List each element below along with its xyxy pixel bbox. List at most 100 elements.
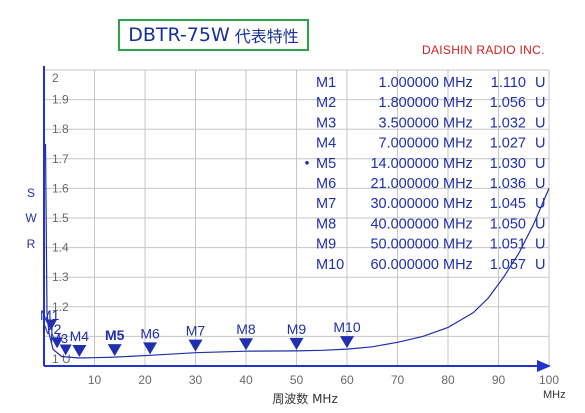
chart-title-subtitle: 代表特性 bbox=[234, 27, 299, 46]
marker-label-m10: M10 bbox=[333, 319, 360, 335]
marker-table-freq: 3.500000 bbox=[379, 115, 439, 131]
marker-label-m2: M2 bbox=[42, 321, 62, 337]
marker-table-freq: 40.000000 bbox=[370, 216, 439, 232]
marker-label-m9: M9 bbox=[287, 321, 307, 337]
marker-table-name: M4 bbox=[316, 136, 336, 152]
marker-table-unit: MHz bbox=[443, 95, 473, 111]
marker-table-freq: 21.000000 bbox=[370, 176, 439, 192]
marker-table-unit: MHz bbox=[443, 237, 473, 253]
marker-table-swr_unit: U bbox=[535, 95, 545, 111]
chart-title-box: DBTR-75W 代表特性 bbox=[118, 19, 309, 51]
marker-table-unit: MHz bbox=[443, 115, 473, 131]
company-name: DAISHIN RADIO INC. bbox=[422, 43, 545, 57]
marker-table-unit: MHz bbox=[443, 136, 473, 152]
marker-table-swr_unit: U bbox=[535, 196, 545, 212]
marker-table-unit: MHz bbox=[443, 156, 473, 172]
marker-table-unit: MHz bbox=[443, 216, 473, 232]
marker-table-swr: 1.110 bbox=[491, 75, 526, 91]
y-tick-label: 1.3 bbox=[52, 270, 69, 284]
marker-table-unit: MHz bbox=[443, 176, 473, 192]
x-tick-label: 60 bbox=[340, 373, 354, 387]
marker-table-swr: 1.036 bbox=[490, 176, 526, 192]
y-axis-label-w: W bbox=[25, 211, 37, 225]
marker-triangle-m1 bbox=[45, 319, 58, 331]
marker-label-m7: M7 bbox=[186, 323, 206, 339]
y-tick-label: 1.5 bbox=[52, 211, 69, 225]
marker-table-unit: MHz bbox=[443, 75, 473, 91]
marker-table-freq: 50.000000 bbox=[370, 237, 439, 253]
marker-table-swr: 1.056 bbox=[490, 95, 526, 111]
marker-table-swr: 1.030 bbox=[490, 156, 526, 172]
marker-table-name: M6 bbox=[316, 176, 336, 192]
marker-triangle-m4 bbox=[72, 345, 87, 358]
y-tick-label-bottom: 1 U bbox=[52, 352, 71, 366]
x-axis-unit-label: MHz bbox=[543, 389, 566, 401]
marker-table-freq: 7.000000 bbox=[379, 136, 439, 152]
marker-table-name: M10 bbox=[316, 257, 344, 273]
y-tick-label: 1.2 bbox=[52, 300, 69, 314]
marker-label-m6: M6 bbox=[140, 325, 160, 341]
marker-table-name: M2 bbox=[316, 95, 336, 111]
x-tick-label: 80 bbox=[441, 373, 455, 387]
x-tick-label: 20 bbox=[138, 373, 152, 387]
x-tick-label: 40 bbox=[239, 373, 253, 387]
marker-label-m4: M4 bbox=[70, 328, 90, 344]
marker-table-swr: 1.032 bbox=[490, 115, 526, 131]
marker-table-freq: 1.800000 bbox=[379, 95, 439, 111]
marker-table-name: M1 bbox=[316, 75, 336, 91]
marker-table-name: M5 bbox=[316, 156, 336, 172]
x-tick-label: 50 bbox=[290, 373, 304, 387]
marker-table-freq: 30.000000 bbox=[370, 196, 439, 212]
x-axis-arrow bbox=[537, 360, 551, 372]
x-tick-label: 90 bbox=[492, 373, 506, 387]
marker-table-swr: 1.050 bbox=[490, 216, 526, 232]
marker-label-m8: M8 bbox=[236, 321, 256, 337]
marker-triangle-m8 bbox=[239, 338, 253, 351]
marker-table-name: M3 bbox=[316, 115, 336, 131]
y-axis-label-r: R bbox=[26, 237, 36, 251]
marker-table-unit: MHz bbox=[443, 196, 473, 212]
marker-table-swr: 1.057 bbox=[490, 257, 526, 273]
marker-table-swr_unit: U bbox=[535, 237, 545, 253]
marker-triangle-m10 bbox=[340, 336, 354, 349]
marker-table-swr: 1.045 bbox=[490, 196, 526, 212]
y-tick-label: 1.6 bbox=[52, 181, 69, 195]
swr-trace bbox=[44, 143, 550, 359]
marker-table-swr: 1.051 bbox=[490, 237, 526, 253]
x-tick-label: 10 bbox=[88, 373, 102, 387]
marker-table-freq: 1.000000 bbox=[379, 75, 439, 91]
marker-table-swr_unit: U bbox=[535, 136, 545, 152]
x-tick-label: 30 bbox=[189, 373, 203, 387]
marker-table-name: M8 bbox=[316, 216, 336, 232]
y-axis-label-s: S bbox=[26, 186, 35, 200]
marker-triangle-m5 bbox=[107, 344, 122, 357]
y-tick-label-top: 2 bbox=[52, 71, 59, 85]
y-tick-label: 1.8 bbox=[52, 122, 69, 136]
marker-triangle-m7 bbox=[188, 339, 203, 352]
marker-table-name: M9 bbox=[316, 237, 336, 253]
marker-table-swr_unit: U bbox=[535, 115, 545, 131]
marker-triangle-m2 bbox=[51, 337, 64, 349]
marker-label-m5: M5 bbox=[105, 327, 125, 343]
marker-table-freq: 60.000000 bbox=[370, 257, 439, 273]
y-tick-label: 1.7 bbox=[52, 152, 69, 166]
marker-table-swr_unit: U bbox=[535, 75, 545, 91]
y-tick-label: 1.4 bbox=[52, 241, 69, 255]
marker-triangle-m6 bbox=[143, 342, 158, 355]
marker-label-m3: M3 bbox=[50, 331, 68, 346]
marker-table-swr: 1.027 bbox=[490, 136, 526, 152]
chart-title-model: DBTR-75W bbox=[128, 24, 230, 46]
x-axis-title: 周波数 MHz bbox=[272, 391, 338, 406]
marker-label-m1: M1 bbox=[40, 307, 60, 323]
marker-active-indicator bbox=[305, 161, 309, 165]
marker-table-swr_unit: U bbox=[535, 156, 545, 172]
marker-table-swr_unit: U bbox=[535, 176, 545, 192]
marker-table-unit: MHz bbox=[443, 257, 473, 273]
marker-triangle-m3 bbox=[59, 344, 72, 356]
x-tick-label: 70 bbox=[391, 373, 405, 387]
marker-table-name: M7 bbox=[316, 196, 336, 212]
marker-table-freq: 14.000000 bbox=[370, 156, 439, 172]
marker-triangle-m9 bbox=[289, 337, 304, 350]
marker-table-swr_unit: U bbox=[535, 216, 545, 232]
